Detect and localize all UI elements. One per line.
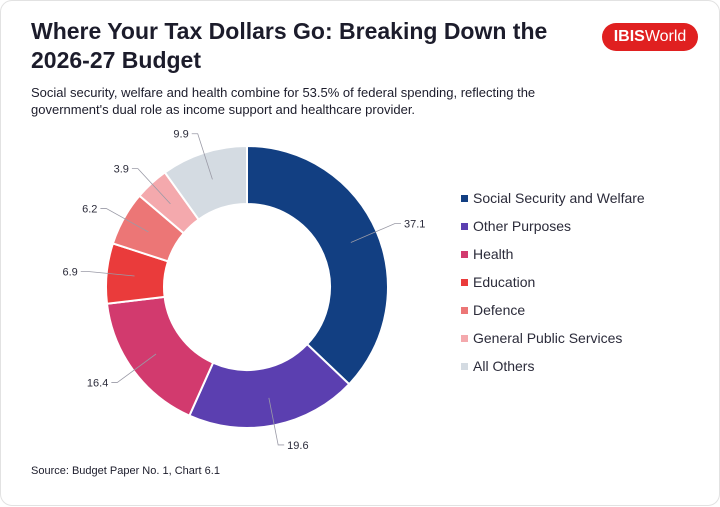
data-label-2: 16.4 bbox=[87, 377, 108, 389]
data-label-0: 37.1 bbox=[404, 219, 425, 231]
leader-line-6 bbox=[191, 133, 213, 180]
legend-swatch-3 bbox=[461, 278, 468, 286]
legend-swatch-2 bbox=[461, 250, 468, 258]
legend-label-5: General Public Services bbox=[473, 330, 623, 346]
source-note: Source: Budget Paper No. 1, Chart 6.1 bbox=[31, 465, 220, 477]
legend-item-2: Health bbox=[461, 243, 645, 271]
legend-item-1: Other Purposes bbox=[461, 215, 645, 243]
leader-line-2 bbox=[111, 353, 157, 383]
legend-label-2: Health bbox=[473, 246, 514, 262]
legend-item-3: Education bbox=[461, 271, 645, 299]
legend-label-1: Other Purposes bbox=[473, 218, 572, 234]
chart-title: Where Your Tax Dollars Go: Breaking Down… bbox=[31, 18, 548, 73]
legend-item-6: All Others bbox=[461, 355, 645, 383]
legend-swatch-1 bbox=[461, 222, 468, 230]
legend-label-3: Education bbox=[473, 274, 536, 290]
data-label-1: 19.6 bbox=[287, 440, 308, 452]
leader-line-1 bbox=[268, 397, 285, 446]
legend-label-4: Defence bbox=[473, 302, 526, 318]
legend-item-5: General Public Services bbox=[461, 327, 645, 355]
ibisworld-logo: IBISWorld bbox=[602, 23, 698, 51]
donut-slice-0 bbox=[246, 144, 389, 386]
donut-slice-6 bbox=[163, 144, 248, 221]
data-label-5: 3.9 bbox=[114, 164, 129, 176]
legend-swatch-5 bbox=[461, 334, 468, 342]
legend-swatch-6 bbox=[461, 362, 468, 370]
donut-slice-2 bbox=[105, 295, 215, 418]
chart-subtitle: Social security, welfare and health comb… bbox=[31, 85, 536, 117]
leader-line-0 bbox=[350, 223, 401, 243]
chart-legend: Social Security and Welfare Other Purpose… bbox=[461, 187, 645, 383]
leader-line-5 bbox=[131, 168, 171, 205]
leader-line-3 bbox=[80, 270, 135, 277]
data-label-3: 6.9 bbox=[62, 266, 77, 278]
legend-swatch-0 bbox=[461, 194, 468, 202]
legend-item-0: Social Security and Welfare bbox=[461, 187, 645, 215]
legend-item-4: Defence bbox=[461, 299, 645, 327]
legend-label-0: Social Security and Welfare bbox=[473, 190, 645, 206]
data-label-6: 9.9 bbox=[173, 129, 188, 141]
legend-swatch-4 bbox=[461, 306, 468, 314]
legend-label-6: All Others bbox=[473, 358, 535, 374]
data-label-4: 6.2 bbox=[82, 204, 97, 216]
leader-line-4 bbox=[100, 208, 149, 233]
